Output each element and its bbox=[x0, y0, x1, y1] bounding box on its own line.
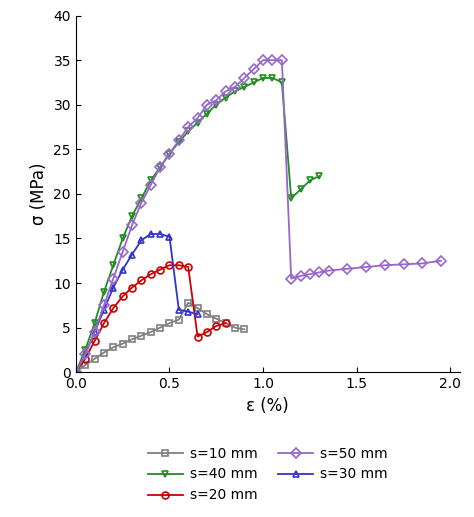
Legend: s=10 mm, s=40 mm, s=20 mm, s=50 mm, s=30 mm: s=10 mm, s=40 mm, s=20 mm, s=50 mm, s=30… bbox=[143, 441, 393, 508]
Y-axis label: σ (MPa): σ (MPa) bbox=[30, 163, 48, 225]
X-axis label: ε (%): ε (%) bbox=[246, 397, 289, 415]
